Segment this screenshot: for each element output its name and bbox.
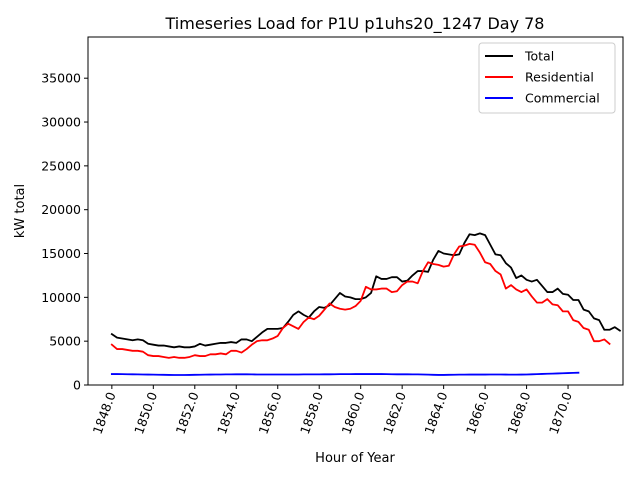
y-tick-label: 0: [73, 378, 81, 393]
y-tick-label: 10000: [41, 290, 81, 305]
y-tick-label: 5000: [49, 334, 81, 349]
y-tick-label: 35000: [41, 71, 81, 86]
legend-label-commercial: Commercial: [525, 91, 600, 106]
y-axis-label: kW total: [13, 184, 28, 238]
plot-frame: [87, 36, 624, 386]
legend-label-residential: Residential: [525, 70, 594, 85]
y-tick-label: 30000: [41, 115, 81, 130]
chart-title: Timeseries Load for P1U p1uhs20_1247 Day…: [165, 14, 545, 34]
series-line-residential: [110, 242, 611, 359]
y-tick-label: 25000: [41, 158, 81, 173]
legend-label-total: Total: [524, 49, 554, 64]
legend: Total Residential Commercial: [478, 42, 616, 114]
series-line-commercial: [110, 371, 580, 376]
series-lines: [110, 232, 622, 376]
legend-box: [478, 42, 616, 114]
x-axis-label: Hour of Year: [315, 451, 395, 466]
series-line-total: [110, 232, 622, 349]
y-tick-label: 20000: [41, 202, 81, 217]
y-tick-label: 15000: [41, 246, 81, 261]
